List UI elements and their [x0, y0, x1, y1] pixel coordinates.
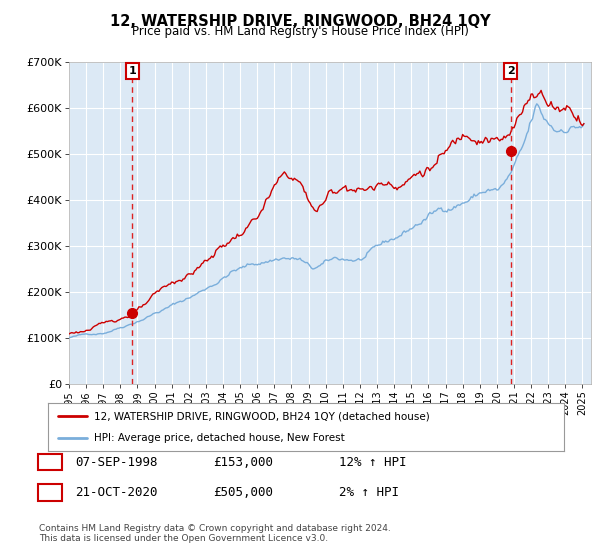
Text: 12, WATERSHIP DRIVE, RINGWOOD, BH24 1QY: 12, WATERSHIP DRIVE, RINGWOOD, BH24 1QY [110, 14, 490, 29]
Text: HPI: Average price, detached house, New Forest: HPI: Average price, detached house, New … [94, 433, 345, 443]
Text: 12, WATERSHIP DRIVE, RINGWOOD, BH24 1QY (detached house): 12, WATERSHIP DRIVE, RINGWOOD, BH24 1QY … [94, 411, 430, 421]
Text: 2: 2 [46, 486, 55, 500]
Text: Contains HM Land Registry data © Crown copyright and database right 2024.
This d: Contains HM Land Registry data © Crown c… [39, 524, 391, 543]
Text: 2% ↑ HPI: 2% ↑ HPI [339, 486, 399, 500]
Text: Price paid vs. HM Land Registry's House Price Index (HPI): Price paid vs. HM Land Registry's House … [131, 25, 469, 38]
Text: 21-OCT-2020: 21-OCT-2020 [75, 486, 157, 500]
Text: 07-SEP-1998: 07-SEP-1998 [75, 455, 157, 469]
Text: 1: 1 [46, 455, 55, 469]
Text: £505,000: £505,000 [213, 486, 273, 500]
Text: 12% ↑ HPI: 12% ↑ HPI [339, 455, 407, 469]
Text: 1: 1 [128, 66, 136, 76]
Text: 2: 2 [506, 66, 514, 76]
Text: £153,000: £153,000 [213, 455, 273, 469]
